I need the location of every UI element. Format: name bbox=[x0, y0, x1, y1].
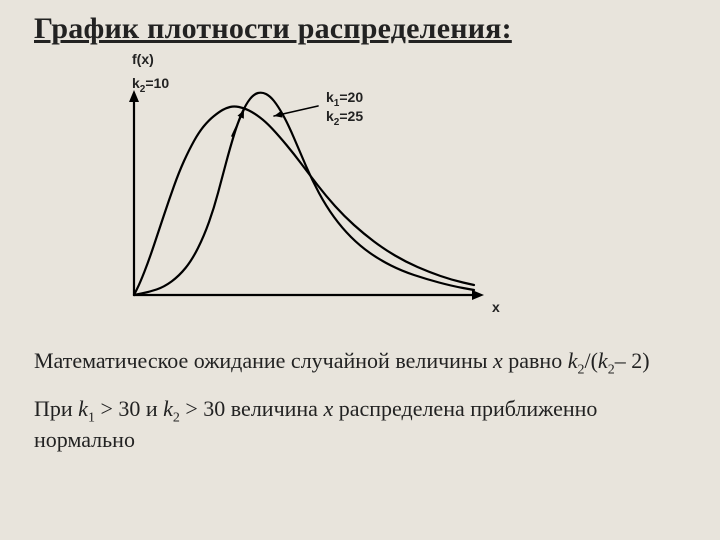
k2-label: k2=10 bbox=[132, 76, 169, 95]
curve-k2-10 bbox=[134, 107, 474, 296]
slide: График плотности распределения: f(x) k2=… bbox=[0, 0, 720, 540]
k1k2-label: k1=20k2=25 bbox=[326, 90, 363, 128]
page-title: График плотности распределения: bbox=[34, 12, 686, 46]
curve-k1-20-k2-25 bbox=[134, 93, 474, 295]
y-axis-label: f(x) bbox=[132, 52, 154, 67]
density-chart: f(x) k2=10 k1=20k2=25 x bbox=[74, 50, 534, 330]
expectation-text: Математическое ожидание случайной величи… bbox=[34, 348, 686, 378]
x-axis-label: x bbox=[492, 300, 500, 315]
normal-approx-text: При k1 > 30 и k2 > 30 величина x распред… bbox=[34, 396, 686, 453]
